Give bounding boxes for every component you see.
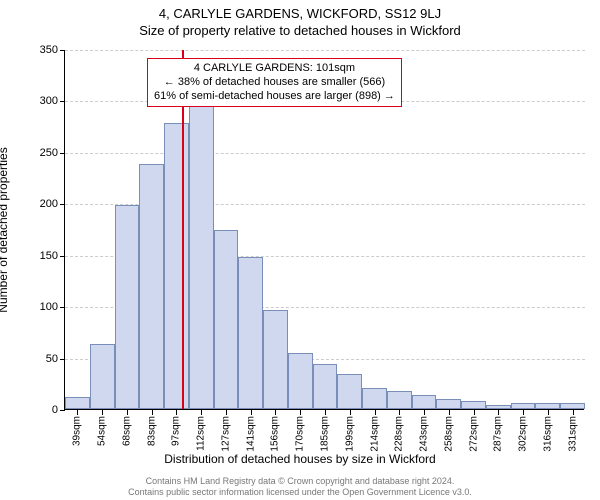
histogram-bar — [486, 405, 511, 409]
x-tick-label: 214sqm — [369, 416, 380, 452]
histogram-bar — [214, 230, 239, 409]
histogram-bar — [362, 388, 387, 409]
x-tick-mark — [300, 410, 301, 415]
histogram-bar — [313, 364, 338, 409]
x-tick-mark — [350, 410, 351, 415]
footer-attribution: Contains HM Land Registry data © Crown c… — [0, 476, 600, 498]
x-tick-label: 258sqm — [443, 416, 454, 452]
x-tick-label: 170sqm — [295, 416, 306, 452]
x-tick-label: 39sqm — [72, 416, 83, 446]
x-tick-label: 243sqm — [419, 416, 430, 452]
y-tick-mark — [60, 256, 65, 257]
x-tick-label: 287sqm — [493, 416, 504, 452]
annotation-line-1: 4 CARLYLE GARDENS: 101sqm — [154, 62, 395, 76]
histogram-bar — [189, 103, 214, 410]
histogram-bar — [139, 164, 164, 409]
x-tick-label: 97sqm — [171, 416, 182, 446]
x-tick-mark — [201, 410, 202, 415]
y-axis-label: Number of detached properties — [0, 147, 10, 312]
y-tick-label: 200 — [24, 198, 58, 210]
x-tick-label: 83sqm — [146, 416, 157, 446]
x-tick-mark — [498, 410, 499, 415]
y-tick-label: 300 — [24, 95, 58, 107]
page-title: 4, CARLYLE GARDENS, WICKFORD, SS12 9LJ — [0, 6, 600, 21]
plot-area: 05010015020025030035039sqm54sqm68sqm83sq… — [64, 50, 584, 410]
x-tick-mark — [449, 410, 450, 415]
x-tick-mark — [399, 410, 400, 415]
y-tick-label: 0 — [24, 404, 58, 416]
x-tick-mark — [176, 410, 177, 415]
y-tick-mark — [60, 101, 65, 102]
x-tick-mark — [152, 410, 153, 415]
histogram-bar — [263, 310, 288, 409]
x-tick-mark — [548, 410, 549, 415]
histogram-bar — [461, 401, 486, 409]
x-tick-label: 316sqm — [542, 416, 553, 452]
x-tick-label: 199sqm — [344, 416, 355, 452]
histogram-bar — [337, 374, 362, 409]
y-tick-label: 50 — [24, 353, 58, 365]
annotation-line-2: ← 38% of detached houses are smaller (56… — [154, 76, 395, 90]
x-tick-mark — [251, 410, 252, 415]
annotation-line-3: 61% of semi-detached houses are larger (… — [154, 90, 395, 104]
histogram-bar — [511, 403, 536, 409]
histogram-bar — [115, 205, 140, 409]
y-tick-label: 350 — [24, 44, 58, 56]
footer-line-1: Contains HM Land Registry data © Crown c… — [0, 476, 600, 487]
y-tick-mark — [60, 153, 65, 154]
x-tick-mark — [424, 410, 425, 415]
footer-line-2: Contains public sector information licen… — [0, 487, 600, 498]
x-tick-mark — [102, 410, 103, 415]
histogram-chart: 05010015020025030035039sqm54sqm68sqm83sq… — [64, 50, 584, 410]
y-tick-mark — [60, 50, 65, 51]
x-tick-mark — [325, 410, 326, 415]
x-tick-mark — [573, 410, 574, 415]
x-tick-label: 54sqm — [97, 416, 108, 446]
y-tick-mark — [60, 359, 65, 360]
y-tick-mark — [60, 410, 65, 411]
x-tick-label: 302sqm — [518, 416, 529, 452]
x-tick-mark — [375, 410, 376, 415]
histogram-bar — [65, 397, 90, 409]
histogram-bar — [90, 344, 115, 409]
x-tick-label: 112sqm — [196, 416, 207, 451]
page-subtitle: Size of property relative to detached ho… — [0, 23, 600, 38]
y-tick-label: 150 — [24, 250, 58, 262]
histogram-bar — [436, 399, 461, 409]
title-block: 4, CARLYLE GARDENS, WICKFORD, SS12 9LJ S… — [0, 0, 600, 38]
x-tick-label: 272sqm — [468, 416, 479, 452]
x-tick-label: 68sqm — [121, 416, 132, 446]
grid-line — [65, 153, 585, 154]
x-tick-mark — [226, 410, 227, 415]
x-tick-label: 156sqm — [270, 416, 281, 452]
x-tick-mark — [474, 410, 475, 415]
x-tick-label: 141sqm — [245, 416, 256, 452]
x-tick-mark — [275, 410, 276, 415]
y-tick-mark — [60, 204, 65, 205]
y-tick-label: 100 — [24, 301, 58, 313]
x-tick-label: 127sqm — [220, 416, 231, 452]
histogram-bar — [412, 395, 437, 409]
x-tick-mark — [523, 410, 524, 415]
histogram-bar — [164, 123, 189, 409]
histogram-bar — [535, 403, 560, 409]
x-tick-label: 185sqm — [320, 416, 331, 452]
grid-line — [65, 50, 585, 51]
histogram-bar — [387, 391, 412, 410]
x-axis-label: Distribution of detached houses by size … — [0, 452, 600, 466]
x-tick-mark — [77, 410, 78, 415]
y-tick-mark — [60, 307, 65, 308]
histogram-bar — [288, 353, 313, 409]
x-tick-label: 331sqm — [567, 416, 578, 452]
x-tick-mark — [127, 410, 128, 415]
y-tick-label: 250 — [24, 147, 58, 159]
x-tick-label: 228sqm — [394, 416, 405, 452]
annotation-box: 4 CARLYLE GARDENS: 101sqm← 38% of detach… — [147, 58, 402, 107]
histogram-bar — [560, 403, 585, 409]
histogram-bar — [238, 257, 263, 409]
